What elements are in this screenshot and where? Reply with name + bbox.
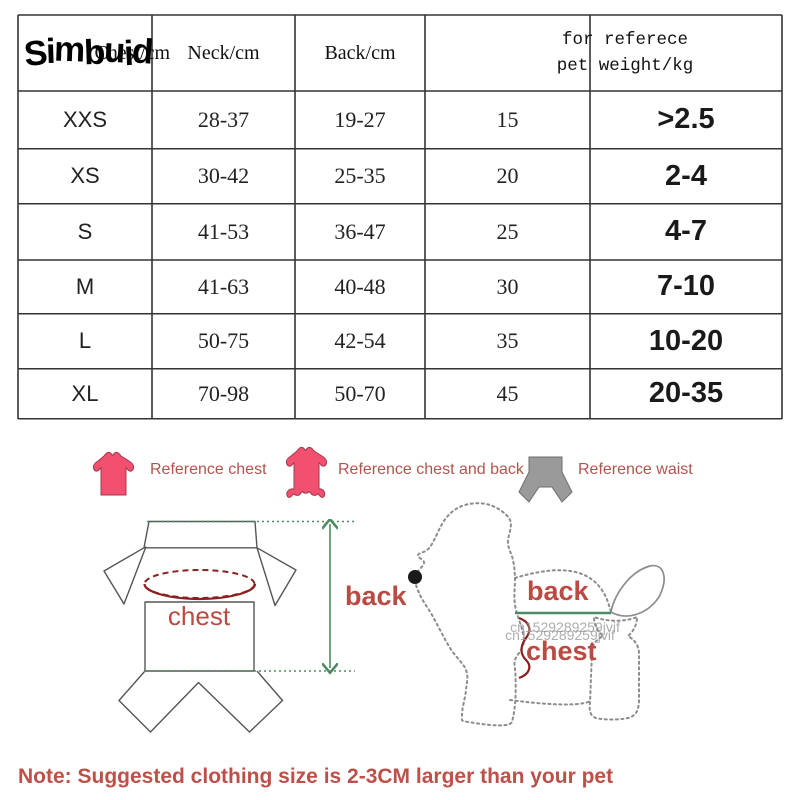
svg-text:back: back	[527, 576, 590, 606]
svg-text:cn1529289259jvif: cn1529289259jvif	[505, 627, 615, 643]
